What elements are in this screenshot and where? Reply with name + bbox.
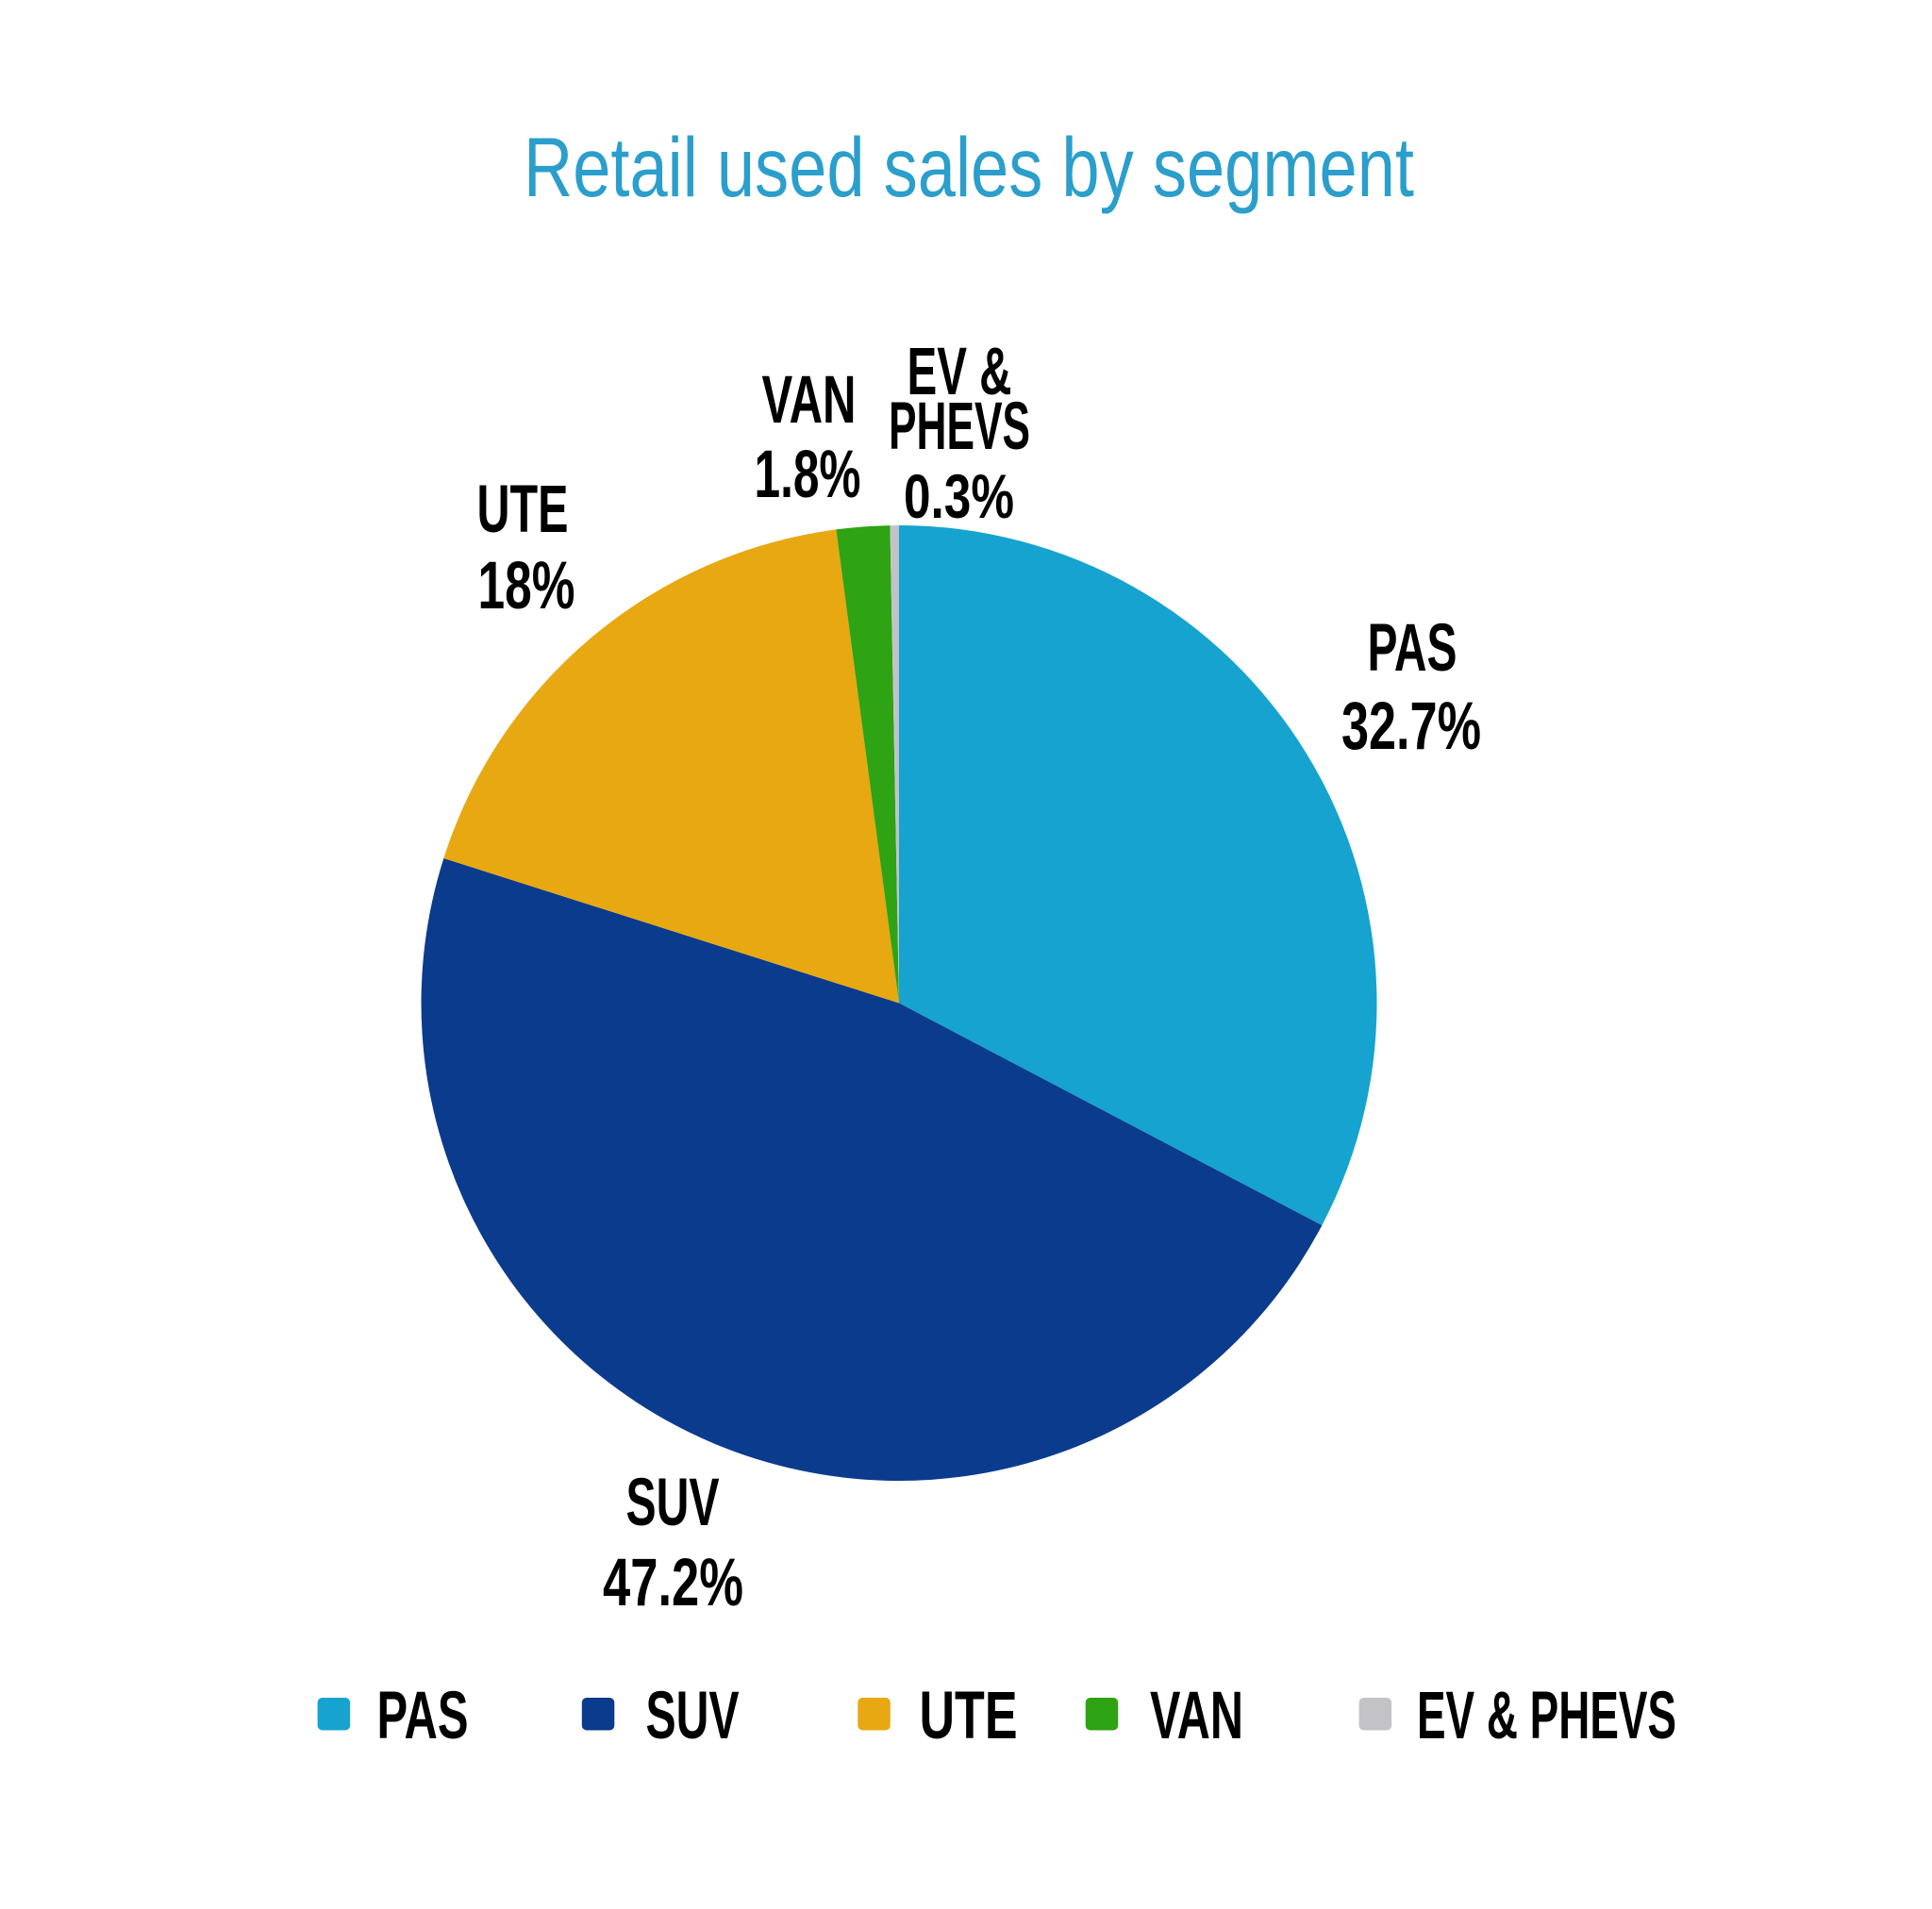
svg-text:VAN: VAN [1150, 1679, 1243, 1753]
svg-text:18%: 18% [478, 549, 575, 623]
svg-text:Retail used sales by segment: Retail used sales by segment [524, 120, 1414, 214]
svg-text:32.7%: 32.7% [1341, 689, 1481, 764]
svg-text:PAS: PAS [377, 1679, 469, 1753]
svg-text:UTE: UTE [477, 473, 569, 547]
svg-text:0.3%: 0.3% [904, 461, 1014, 531]
svg-text:EV &: EV & [908, 335, 1012, 409]
svg-text:PAS: PAS [1368, 611, 1457, 686]
svg-text:EV & PHEVS: EV & PHEVS [1417, 1679, 1676, 1753]
svg-text:PHEVS: PHEVS [889, 390, 1030, 464]
svg-text:UTE: UTE [920, 1679, 1018, 1753]
svg-text:SUV: SUV [626, 1466, 720, 1540]
svg-text:SUV: SUV [646, 1679, 740, 1753]
svg-text:47.2%: 47.2% [603, 1546, 743, 1620]
svg-text:1.8%: 1.8% [755, 438, 861, 512]
svg-text:VAN: VAN [762, 363, 857, 438]
